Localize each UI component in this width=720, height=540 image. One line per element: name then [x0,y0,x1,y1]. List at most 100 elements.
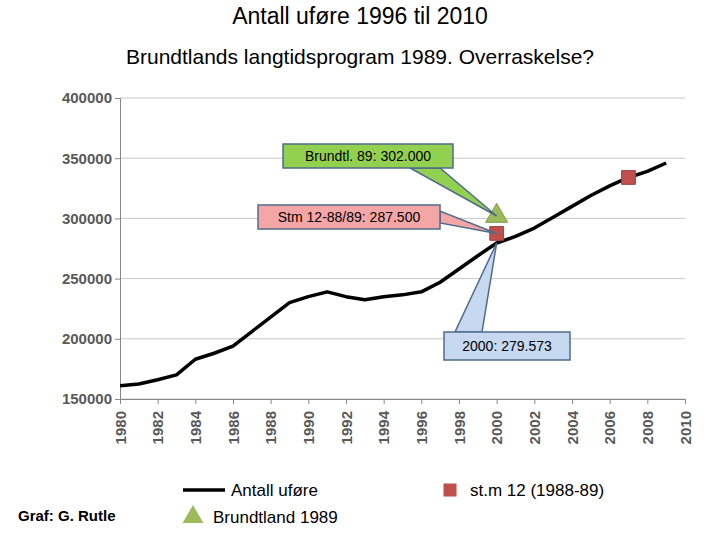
callout-box [444,332,570,360]
tick-mark [115,279,120,280]
tick-label: 300000 [62,210,112,227]
tick-mark [534,399,535,404]
tick-label: 150000 [62,390,112,407]
tick-mark [115,98,120,99]
legend-item: Brundtland 1989 [183,505,338,527]
legend-item: Antall uføre [183,481,318,500]
tick-label: 2010 [677,411,694,444]
legend-label: st.m 12 (1988-89) [470,481,604,500]
callout: Stm 12-88/89: 287.500 [258,205,497,233]
tick-mark [647,399,648,404]
annotations: Brundtl. 89: 302.000 Stm 12-88/89: 287.50… [258,144,570,360]
annotation: Brundtl. 89: 302.000 [305,148,431,164]
tick-mark [421,399,422,404]
legend-symbol [443,483,456,496]
tick: 1998 [451,399,468,444]
tick: 2008 [639,399,656,444]
callout-box [258,205,440,229]
axis-line [115,99,121,400]
tick-mark [459,399,460,404]
tick-mark [233,399,234,404]
tick-label: 350000 [62,150,112,167]
tick-mark [271,399,272,404]
tick: 1986 [225,399,242,444]
tick-label: 1990 [300,411,317,444]
tick-label: 1984 [187,410,204,444]
tick-label: 200000 [62,330,112,347]
marker [486,203,508,222]
callout-pointer [455,243,497,332]
tick: 250000 [62,270,120,287]
tick: 1984 [187,399,204,444]
tick: 400000 [62,89,120,106]
x-axis: 1980 1982 1984 1986 1988 1990 1992 1994 1996 1998… [112,399,694,444]
tick: 2006 [601,399,618,444]
tick-mark [308,399,309,404]
y-axis: 150000 200000 250000 300000 350000 400000 [62,89,121,407]
callout-box [283,144,453,168]
tick-label: 2004 [564,410,581,444]
grid-line [120,338,685,339]
tick-label: 2006 [601,411,618,444]
subtitle: Brundtlands langtidsprogram 1989. Overra… [126,45,594,68]
tick-mark [384,399,385,404]
tick-mark [115,158,120,159]
callout-pointer [440,211,497,233]
tick: 300000 [62,210,120,227]
tick-mark [685,399,686,404]
tick: 1982 [149,399,166,444]
tick: 1988 [262,399,279,444]
tick: 2004 [564,399,581,444]
tick-label: 2000 [488,411,505,444]
tick-label: 1988 [262,411,279,444]
tick-label: 1998 [451,411,468,444]
tick-label: 1992 [338,411,355,444]
tick-mark [610,399,611,404]
tick-label: 1980 [112,411,129,444]
callout: 2000: 279.573 [444,243,570,360]
annotation: Stm 12-88/89: 287.500 [278,209,421,225]
legend-item: st.m 12 (1988-89) [443,481,604,500]
tick: 1992 [338,399,355,444]
axis-line [121,400,686,405]
tick: 350000 [62,150,120,167]
tick-mark [497,399,498,404]
plot-area [120,163,666,386]
tick-label: 250000 [62,270,112,287]
tick-mark [158,399,159,404]
tick-mark [572,399,573,404]
chart: Antall uføre 1996 til 2010 Brundtlands la… [0,0,720,540]
tick-label: 1994 [375,410,392,444]
tick-label: 1982 [149,411,166,444]
tick: 2010 [677,399,694,444]
legend: Antall uføre st.m 12 (1988-89) Brundtland … [183,481,605,527]
tick-label: 1996 [413,411,430,444]
annotation: 2000: 279.573 [462,338,552,354]
tick: 200000 [62,330,120,347]
grid [120,98,685,399]
tick: 1996 [413,399,430,444]
marker [622,171,636,185]
legend-label: Antall uføre [231,481,318,500]
tick-mark [195,399,196,404]
tick: 2002 [526,399,543,444]
tick: 150000 [62,390,120,407]
tick-mark [115,339,120,340]
source: Graf: G. Rutle [18,507,116,524]
tick-label: 1986 [225,411,242,444]
tick-label: 2008 [639,411,656,444]
tick-label: 2002 [526,411,543,444]
tick-mark [346,399,347,404]
tick-label: 400000 [62,89,112,106]
tick: 1990 [300,399,317,444]
title: Antall uføre 1996 til 2010 [232,3,488,29]
legend-symbol [183,488,225,492]
grid-line [120,278,685,279]
tick-mark [115,218,120,219]
tick-mark [115,399,120,400]
legend-symbol [183,505,204,523]
tick: 1994 [375,399,392,444]
line [120,163,666,386]
grid-line [120,98,685,99]
tick: 1980 [112,399,129,444]
